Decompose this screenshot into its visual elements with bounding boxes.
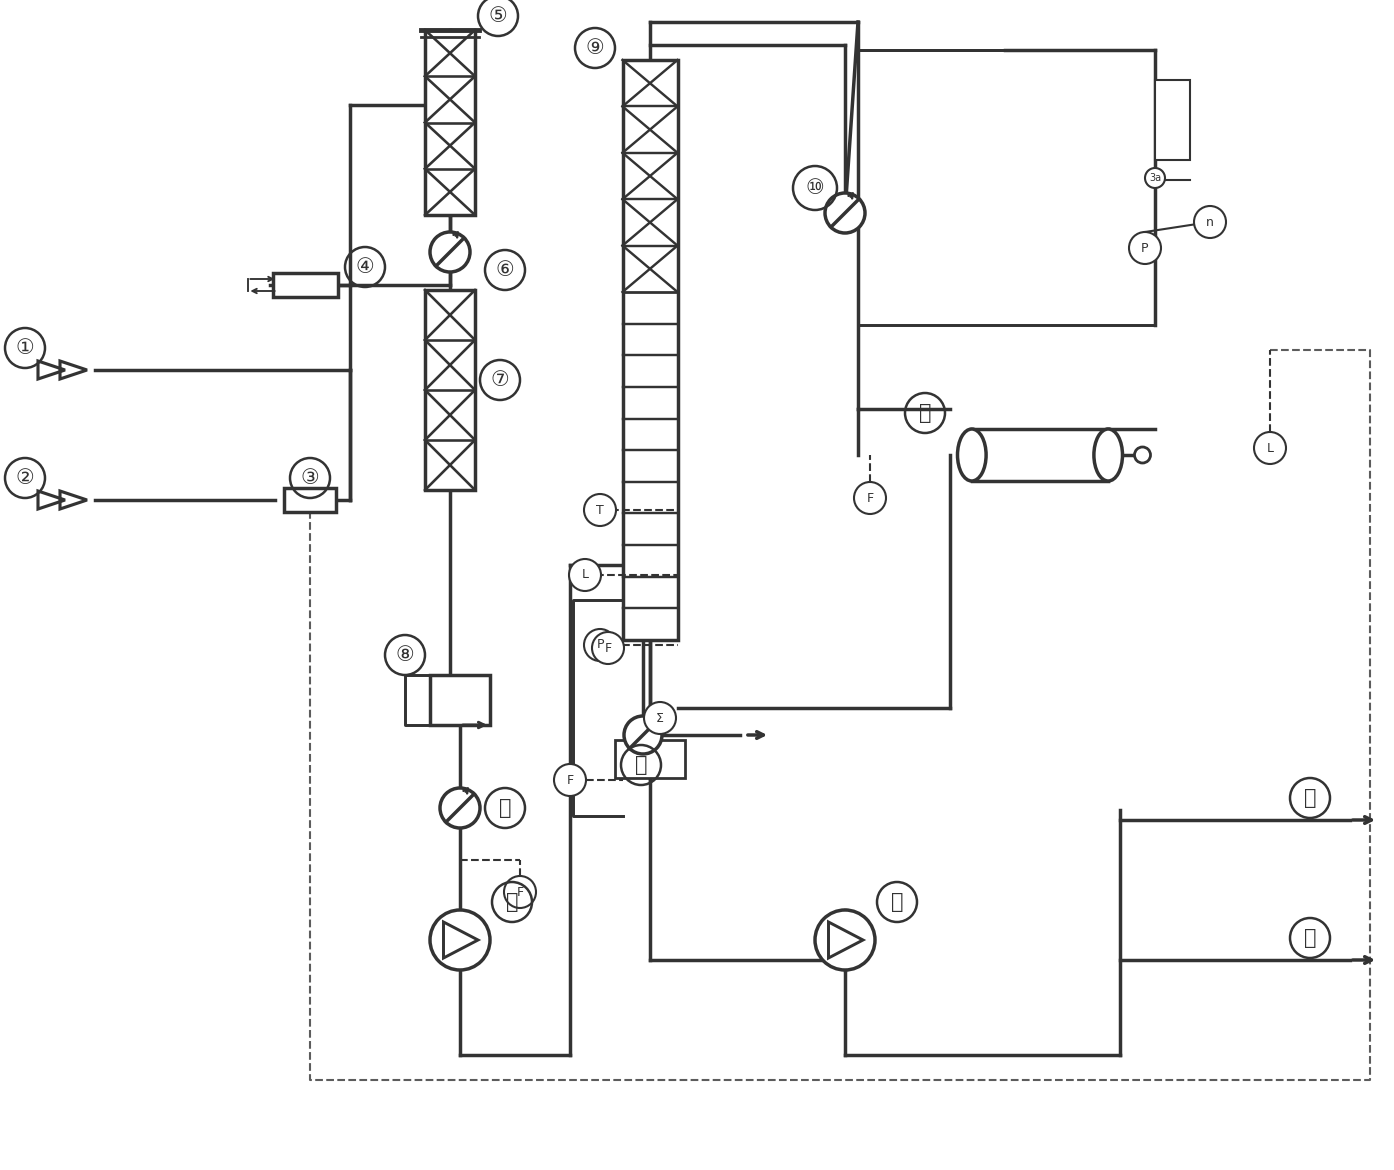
Text: T: T: [597, 503, 604, 516]
Text: L: L: [581, 569, 588, 581]
Text: P: P: [1142, 241, 1149, 255]
Text: n: n: [1206, 215, 1214, 228]
Bar: [972, 429, 1108, 481]
Text: F: F: [605, 641, 612, 654]
Circle shape: [505, 876, 537, 908]
Text: ⑫: ⑫: [891, 892, 903, 911]
Circle shape: [441, 789, 480, 828]
Circle shape: [855, 482, 887, 514]
Text: ③: ③: [301, 468, 319, 488]
Bar: [857, 50, 1156, 325]
Circle shape: [644, 702, 676, 734]
Text: F: F: [516, 886, 524, 899]
Text: ⑩: ⑩: [806, 178, 824, 198]
Circle shape: [1144, 168, 1165, 188]
Text: P: P: [597, 639, 604, 652]
Circle shape: [1195, 206, 1225, 238]
Bar: [284, 488, 336, 512]
Bar: [272, 273, 337, 297]
Circle shape: [1135, 447, 1150, 463]
Text: ⑮: ⑮: [506, 892, 519, 911]
Text: F: F: [867, 491, 874, 504]
Circle shape: [625, 716, 662, 753]
Text: ⑪: ⑪: [919, 402, 931, 424]
Text: ⑰: ⑰: [1303, 928, 1316, 948]
Text: ②: ②: [15, 468, 35, 488]
Text: ①: ①: [15, 338, 35, 358]
Circle shape: [1255, 432, 1287, 464]
Circle shape: [553, 764, 585, 796]
Circle shape: [429, 232, 470, 271]
Bar: [429, 675, 491, 725]
Text: ④: ④: [355, 257, 375, 277]
Ellipse shape: [958, 429, 986, 481]
Text: 3a: 3a: [1149, 173, 1161, 183]
Circle shape: [584, 494, 616, 526]
Circle shape: [825, 193, 866, 233]
Text: ⑯: ⑯: [1303, 789, 1316, 808]
Bar: [425, 30, 475, 215]
Text: ⑨: ⑨: [585, 37, 605, 58]
Circle shape: [815, 910, 875, 970]
Circle shape: [584, 629, 616, 661]
Text: ⑥: ⑥: [496, 260, 514, 280]
Text: Σ: Σ: [657, 711, 664, 724]
Text: ⑦: ⑦: [491, 370, 509, 390]
Circle shape: [1129, 232, 1161, 264]
Text: ⑬: ⑬: [634, 755, 647, 775]
Text: L: L: [1267, 441, 1274, 454]
Circle shape: [429, 910, 491, 970]
Text: F: F: [566, 773, 573, 786]
Bar: [623, 60, 677, 640]
Bar: [425, 290, 475, 490]
Circle shape: [592, 632, 625, 665]
Text: ⑤: ⑤: [489, 6, 507, 26]
Circle shape: [569, 559, 601, 591]
Ellipse shape: [1094, 429, 1122, 481]
Text: ⑧: ⑧: [396, 645, 414, 665]
Bar: [1156, 80, 1190, 160]
Bar: [615, 739, 684, 778]
Text: ⑭: ⑭: [499, 798, 512, 818]
